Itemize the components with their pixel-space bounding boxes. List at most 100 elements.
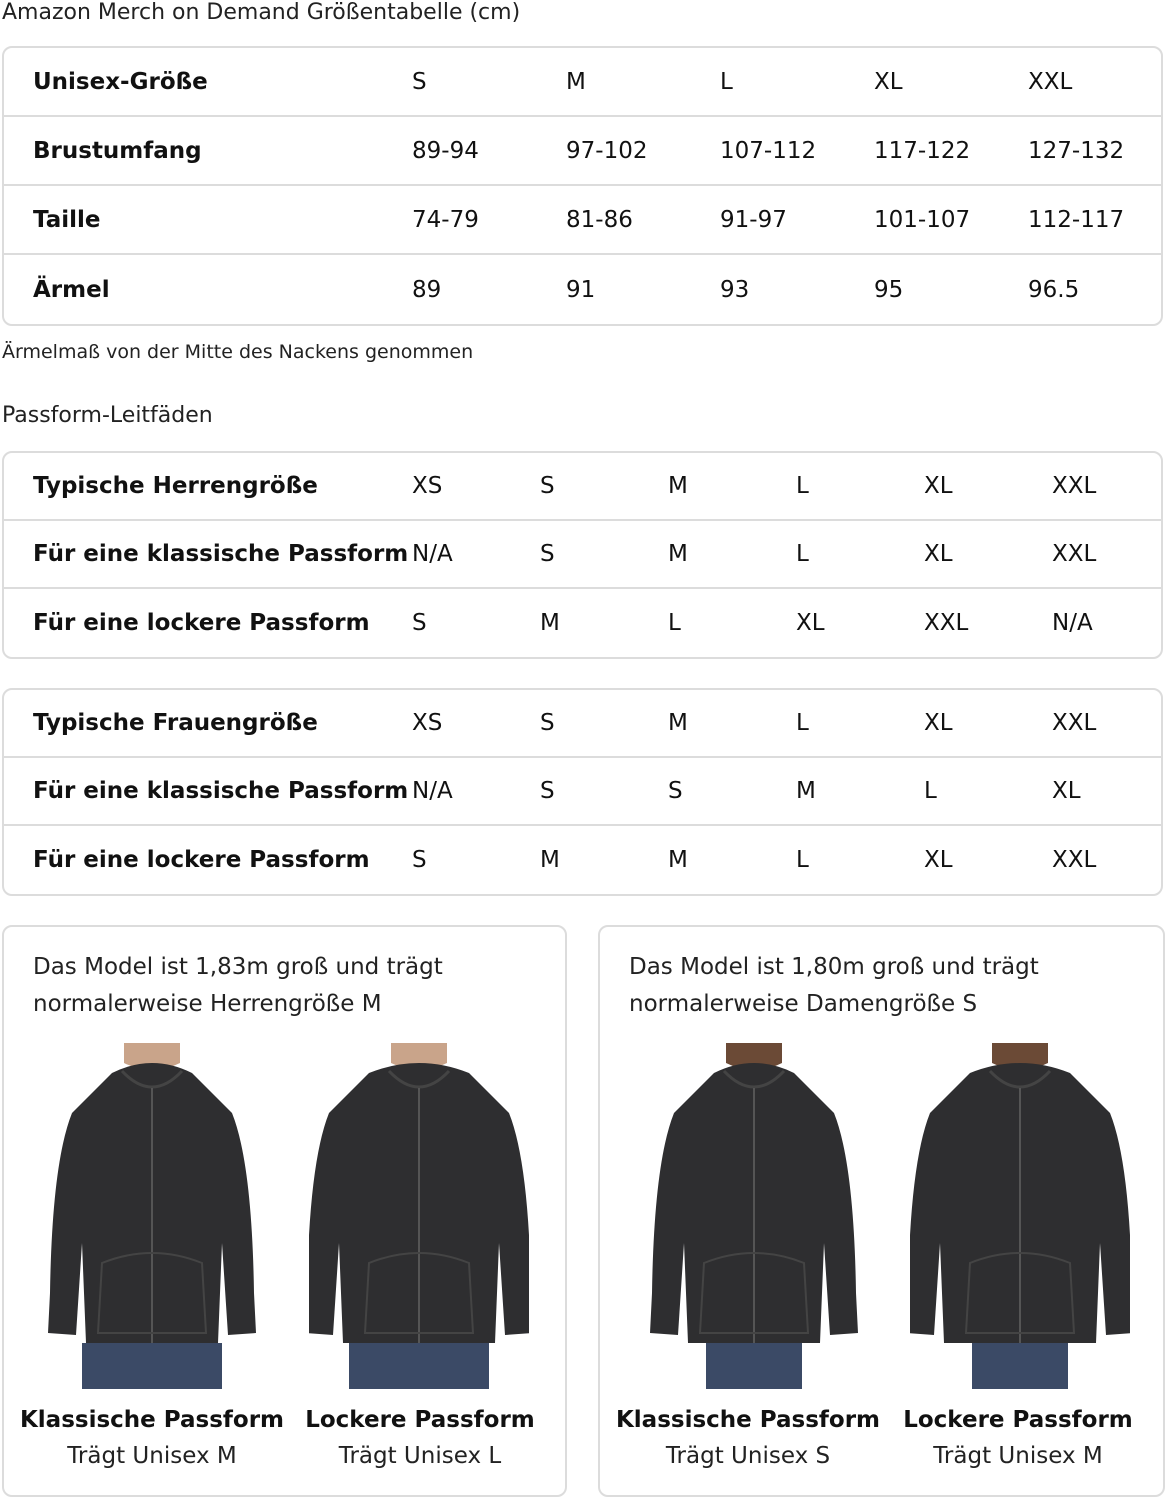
caption-sub: Trägt Unisex S xyxy=(665,1443,831,1469)
table-cell: XXL xyxy=(1052,847,1097,873)
caption-sub: Trägt Unisex M xyxy=(933,1443,1103,1469)
table-cell: XL xyxy=(796,610,825,636)
table-cell: XL xyxy=(1052,778,1081,804)
table-cell: 96.5 xyxy=(1028,276,1080,303)
table-cell: N/A xyxy=(412,541,453,567)
table-cell: S xyxy=(540,710,555,736)
table-cell: 81-86 xyxy=(566,206,633,233)
caption-loose: Lockere Passform Trägt Unisex M xyxy=(878,1407,1158,1469)
model-photo-classic xyxy=(644,1043,864,1389)
row-label: Taille xyxy=(33,206,101,233)
table-cell: XS xyxy=(412,473,443,499)
row-label: Für eine klassische Passform xyxy=(33,541,409,567)
table-cell: N/A xyxy=(1052,610,1093,636)
table-cell: 112-117 xyxy=(1028,206,1125,233)
table-cell: 74-79 xyxy=(412,206,479,233)
table-cell: XXL xyxy=(924,610,969,636)
caption-title: Klassische Passform xyxy=(615,1407,881,1433)
table-cell: XXL xyxy=(1028,68,1073,95)
table-row: Für eine lockere Passform S M L XL XXL N/A xyxy=(4,589,1161,657)
table-row: Ärmel 89 91 93 95 96.5 xyxy=(4,255,1161,324)
table-cell: L xyxy=(796,541,809,567)
caption-title: Klassische Passform xyxy=(19,1407,285,1433)
table-row: Für eine klassische Passform N/A S S M L XL xyxy=(4,758,1161,826)
table-row: Typische Frauengröße XS S M L XL XXL xyxy=(4,690,1161,758)
table-cell: N/A xyxy=(412,778,453,804)
row-label: Brustumfang xyxy=(33,137,202,164)
row-label: Unisex-Größe xyxy=(33,68,208,95)
model-photo-loose xyxy=(305,1043,533,1389)
table-row: Unisex-Größe S M L XL XXL xyxy=(4,48,1161,117)
men-model-card: Das Model ist 1,83m groß und trägt norma… xyxy=(2,925,567,1497)
table-cell: L xyxy=(720,68,733,95)
table-cell: M xyxy=(668,710,688,736)
table-cell: 91-97 xyxy=(720,206,787,233)
table-cell: L xyxy=(668,610,681,636)
row-label: Für eine lockere Passform xyxy=(33,610,370,636)
table-cell: M xyxy=(540,847,560,873)
table-cell: M xyxy=(540,610,560,636)
row-label: Für eine klassische Passform xyxy=(33,778,409,804)
table-cell: XS xyxy=(412,710,443,736)
women-fit-table: Typische Frauengröße XS S M L XL XXL Für eine k… xyxy=(2,688,1163,896)
table-cell: XL xyxy=(874,68,903,95)
table-cell: XXL xyxy=(1052,541,1097,567)
model-description: Das Model ist 1,83m groß und trägt norma… xyxy=(33,954,443,1017)
fit-heading: Passform-Leitfäden xyxy=(2,403,213,428)
table-cell: S xyxy=(540,778,555,804)
table-cell: L xyxy=(796,847,809,873)
table-cell: 89 xyxy=(412,276,442,303)
model-description: Das Model ist 1,80m groß und trägt norma… xyxy=(629,954,1039,1017)
table-row: Typische Herrengröße XS S M L XL XXL xyxy=(4,453,1161,521)
table-cell: 93 xyxy=(720,276,750,303)
table-row: Brustumfang 89-94 97-102 107-112 117-122 127-… xyxy=(4,117,1161,186)
hoodie-model-image xyxy=(305,1043,533,1389)
table-cell: XL xyxy=(924,541,953,567)
table-cell: S xyxy=(412,847,427,873)
row-label: Typische Herrengröße xyxy=(33,473,318,499)
table-cell: L xyxy=(796,473,809,499)
table-cell: S xyxy=(412,68,427,95)
hoodie-model-image xyxy=(650,1043,858,1389)
caption-title: Lockere Passform xyxy=(903,1407,1133,1433)
hoodie-model-image xyxy=(906,1043,1134,1389)
table-cell: M xyxy=(566,68,586,95)
table-cell: S xyxy=(668,778,683,804)
table-cell: M xyxy=(668,473,688,499)
row-label: Ärmel xyxy=(33,276,110,303)
size-table: Unisex-Größe S M L XL XXL Brustumfang 89-94 97-1… xyxy=(2,46,1163,326)
caption-classic: Klassische Passform Trägt Unisex M xyxy=(12,1407,292,1469)
table-cell: 91 xyxy=(566,276,596,303)
caption-sub: Trägt Unisex M xyxy=(67,1443,237,1469)
table-cell: S xyxy=(540,473,555,499)
row-label: Typische Frauengröße xyxy=(33,710,318,736)
caption-sub: Trägt Unisex L xyxy=(338,1443,502,1469)
table-cell: M xyxy=(668,541,688,567)
women-model-card: Das Model ist 1,80m groß und trägt norma… xyxy=(598,925,1165,1497)
table-cell: 101-107 xyxy=(874,206,971,233)
table-cell: 127-132 xyxy=(1028,137,1125,164)
table-row: Für eine klassische Passform N/A S M L XL XXL xyxy=(4,521,1161,589)
row-label: Für eine lockere Passform xyxy=(33,847,370,873)
table-cell: L xyxy=(924,778,937,804)
men-fit-table: Typische Herrengröße XS S M L XL XXL Für eine k… xyxy=(2,451,1163,659)
page-title: Amazon Merch on Demand Größentabelle (cm… xyxy=(2,0,521,25)
model-photo-loose xyxy=(906,1043,1134,1389)
caption-classic: Klassische Passform Trägt Unisex S xyxy=(608,1407,888,1469)
table-cell: M xyxy=(668,847,688,873)
table-cell: XL xyxy=(924,847,953,873)
table-cell: XXL xyxy=(1052,710,1097,736)
caption-title: Lockere Passform xyxy=(305,1407,535,1433)
hoodie-model-image xyxy=(48,1043,256,1389)
table-cell: 97-102 xyxy=(566,137,648,164)
table-cell: L xyxy=(796,710,809,736)
table-cell: XL xyxy=(924,710,953,736)
table-cell: XXL xyxy=(1052,473,1097,499)
caption-loose: Lockere Passform Trägt Unisex L xyxy=(280,1407,560,1469)
table-cell: XL xyxy=(924,473,953,499)
table-cell: 89-94 xyxy=(412,137,479,164)
table-cell: S xyxy=(412,610,427,636)
model-photo-classic xyxy=(42,1043,262,1389)
table-cell: 107-112 xyxy=(720,137,817,164)
table-cell: 95 xyxy=(874,276,904,303)
